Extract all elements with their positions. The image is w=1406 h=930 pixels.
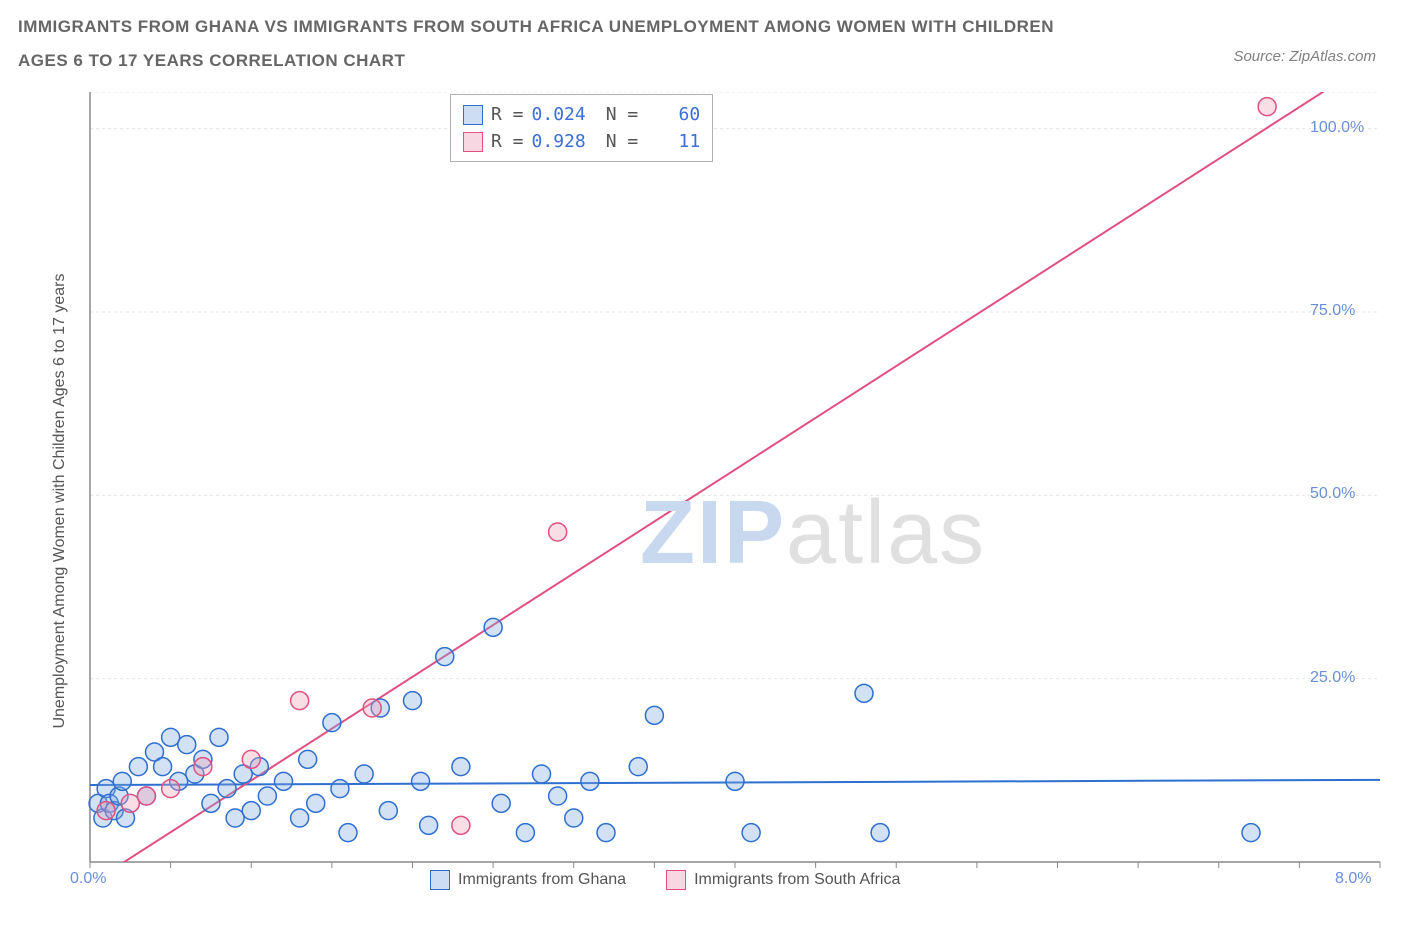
scatter-chart: [50, 92, 1390, 892]
x-tick-label: 0.0%: [70, 870, 106, 888]
legend-swatch: [463, 105, 483, 125]
chart-title: IMMIGRANTS FROM GHANA VS IMMIGRANTS FROM…: [18, 10, 1098, 78]
legend-row: R = 0.928 N = 11: [463, 128, 700, 155]
x-tick-label: 8.0%: [1335, 870, 1371, 888]
y-tick-label: 50.0%: [1310, 485, 1355, 503]
chart-container: Unemployment Among Women with Children A…: [50, 92, 1390, 887]
series-legend-item: Immigrants from Ghana: [430, 870, 626, 890]
series-legend-label: Immigrants from South Africa: [694, 871, 900, 889]
legend-n-value: 11: [646, 128, 700, 155]
legend-swatch: [666, 870, 686, 890]
series-legend-item: Immigrants from South Africa: [666, 870, 900, 890]
legend-n-label: N =: [606, 101, 639, 128]
legend-r-value: 0.928: [532, 128, 586, 155]
series-legend: Immigrants from Ghana Immigrants from Sou…: [430, 870, 900, 890]
series-legend-label: Immigrants from Ghana: [458, 871, 626, 889]
legend-swatch: [463, 132, 483, 152]
legend-r-value: 0.024: [532, 101, 586, 128]
y-tick-label: 100.0%: [1310, 119, 1364, 137]
legend-row: R = 0.024 N = 60: [463, 101, 700, 128]
legend-r-label: R =: [491, 128, 524, 155]
legend-swatch: [430, 870, 450, 890]
legend-r-label: R =: [491, 101, 524, 128]
legend-n-value: 60: [646, 101, 700, 128]
legend-n-label: N =: [606, 128, 639, 155]
y-tick-label: 75.0%: [1310, 302, 1355, 320]
y-tick-label: 25.0%: [1310, 669, 1355, 687]
source-attribution: Source: ZipAtlas.com: [1233, 48, 1376, 65]
correlation-legend: R = 0.024 N = 60 R = 0.928 N = 11: [450, 94, 713, 162]
